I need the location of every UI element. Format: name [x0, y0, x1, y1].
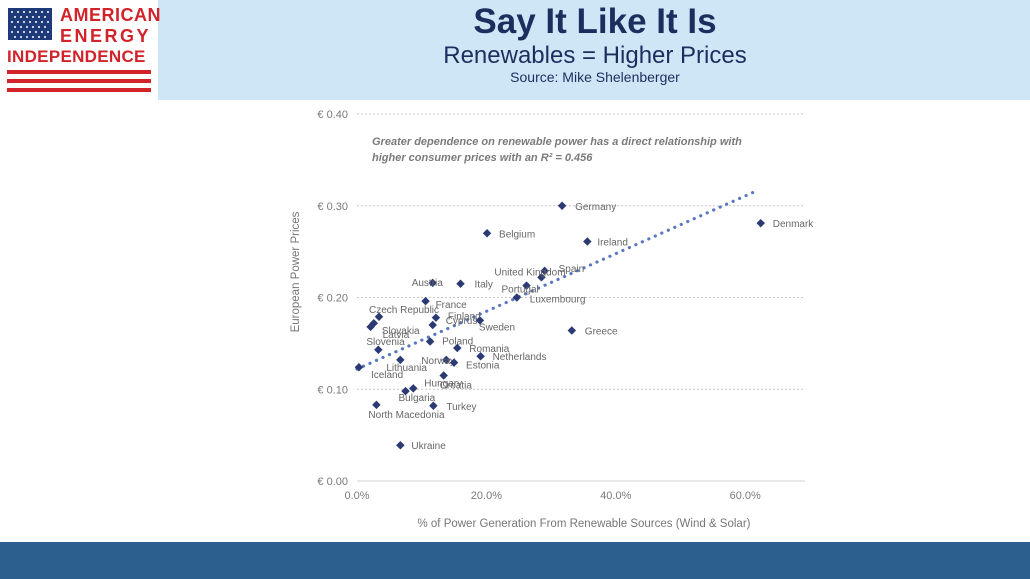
- data-point: [482, 229, 492, 238]
- logo-line-1: AMERICAN: [60, 5, 161, 25]
- point-label: Ireland: [597, 238, 628, 249]
- point-label: Turkey: [446, 402, 476, 413]
- point-label: Belgium: [499, 229, 535, 240]
- annotation-line: higher consumer prices with an R² = 0.45…: [372, 152, 593, 164]
- point-label: Greece: [585, 327, 618, 338]
- y-tick-label: € 0.00: [317, 476, 348, 488]
- point-label: Hungary: [424, 378, 462, 389]
- logo: AMERICAN ENERGY INDEPENDENCE: [0, 0, 161, 100]
- point-label: Luxembourg: [530, 295, 586, 306]
- trendline: [355, 188, 760, 371]
- y-tick-label: € 0.30: [317, 201, 348, 213]
- grid-lines: [357, 113, 805, 390]
- point-label: Portugal: [502, 285, 539, 296]
- data-point: [456, 279, 465, 288]
- data-point: [540, 266, 549, 276]
- point-label: Germany: [575, 202, 616, 213]
- point-label: Romania: [469, 344, 509, 355]
- data-point: [439, 371, 448, 380]
- data-point: [431, 313, 441, 322]
- data-point: [409, 384, 418, 393]
- x-axis-label: % of Power Generation From Renewable Sou…: [417, 518, 750, 530]
- flag-icon: [8, 8, 52, 40]
- footer-bar: [0, 542, 1030, 579]
- y-tick-label: € 0.40: [317, 109, 348, 121]
- data-point: [374, 312, 384, 322]
- x-tick-label: 60.0%: [730, 490, 761, 502]
- source-text: Source: Mike Shelenberger: [510, 69, 680, 85]
- logo-stripe: [7, 70, 151, 74]
- data-point: [366, 322, 375, 332]
- data-point: [583, 237, 592, 246]
- point-label: Norway: [421, 356, 455, 367]
- point-label: Poland: [442, 337, 473, 348]
- data-point: [429, 401, 438, 411]
- page-title: Say It Like It Is: [473, 2, 717, 41]
- data-point: [374, 345, 383, 355]
- point-label: Czech Republic: [369, 305, 439, 316]
- data-points: Germany Denmark Belgium Ireland SpainUnited …: [354, 201, 815, 452]
- page-subtitle: Renewables = Higher Prices: [443, 42, 747, 69]
- point-label: Sweden: [479, 322, 515, 333]
- y-tick-labels: € 0.00 € 0.10 € 0.20 € 0.30 € 0.40: [317, 109, 348, 488]
- point-label: Estonia: [466, 361, 500, 372]
- logo-line-2: ENERGY: [60, 26, 152, 46]
- data-point: [476, 351, 485, 361]
- data-point: [522, 281, 531, 290]
- data-point: [428, 278, 437, 288]
- logo-stripe: [7, 79, 151, 83]
- data-point: [401, 386, 410, 396]
- x-tick-label: 0.0%: [344, 490, 369, 502]
- point-label: Italy: [475, 280, 493, 291]
- y-axis-label: European Power Prices: [290, 211, 302, 332]
- data-point: [421, 296, 430, 306]
- point-label: Cyprus: [446, 316, 478, 327]
- x-tick-label: 40.0%: [600, 490, 631, 502]
- data-point: [453, 343, 462, 353]
- point-label: Latvia: [383, 330, 410, 341]
- point-label: Lithuania: [386, 363, 427, 374]
- point-label: Netherlands: [493, 352, 547, 363]
- logo-stripe: [7, 88, 151, 92]
- point-label: Spain: [559, 264, 585, 275]
- data-point: [425, 337, 435, 346]
- y-tick-label: € 0.20: [317, 293, 348, 305]
- point-label: Slovenia: [366, 337, 405, 348]
- annotation-line: Greater dependence on renewable power ha…: [372, 136, 742, 148]
- data-point: [428, 320, 437, 330]
- x-tick-label: 20.0%: [471, 490, 502, 502]
- point-label: Ukraine: [411, 441, 446, 452]
- point-label: Bulgaria: [399, 393, 436, 404]
- data-point: [475, 316, 485, 325]
- chart-annotation: Greater dependence on renewable power ha…: [372, 136, 742, 164]
- data-point: [512, 293, 522, 302]
- data-point: [354, 362, 364, 372]
- trendline-path: [355, 188, 760, 371]
- y-tick-label: € 0.10: [317, 384, 348, 396]
- point-label: Slovakia: [382, 326, 420, 337]
- data-point: [396, 440, 405, 450]
- point-label: Denmark: [773, 219, 815, 230]
- point-label: Finland: [448, 312, 481, 323]
- logo-line-3: INDEPENDENCE: [7, 47, 146, 66]
- x-tick-labels: 0.0% 20.0% 40.0% 60.0%: [344, 490, 761, 502]
- data-point: [396, 355, 405, 365]
- data-point: [567, 326, 577, 335]
- data-point: [442, 355, 451, 365]
- point-label: Austria: [412, 278, 444, 289]
- data-point: [557, 201, 567, 210]
- header-banner: AMERICAN ENERGY INDEPENDENCE Say It Like…: [0, 0, 1030, 100]
- point-label: United Kingdom: [494, 267, 565, 278]
- data-point: [372, 400, 381, 410]
- point-label: North Macedonia: [368, 410, 445, 421]
- point-label: Croatia: [440, 380, 473, 391]
- data-point: [537, 273, 546, 282]
- point-label: France: [436, 300, 468, 311]
- point-label: Iceland: [371, 370, 403, 381]
- data-point: [449, 358, 459, 367]
- data-point: [756, 218, 765, 228]
